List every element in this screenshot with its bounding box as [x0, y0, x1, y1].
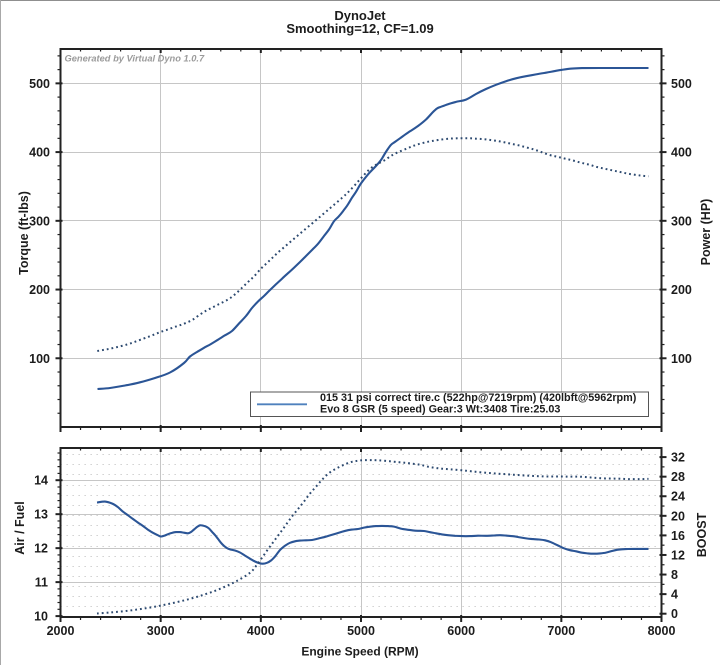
svg-text:Torque (ft-lbs): Torque (ft-lbs): [17, 191, 31, 275]
svg-text:8: 8: [671, 568, 678, 582]
svg-text:Air / Fuel: Air / Fuel: [13, 501, 27, 554]
svg-text:400: 400: [29, 146, 50, 160]
svg-text:Evo 8 GSR (5 speed) Gear:3 Wt:: Evo 8 GSR (5 speed) Gear:3 Wt:3408 Tire:…: [320, 404, 560, 416]
svg-text:015 31 psi correct tire.c (522: 015 31 psi correct tire.c (522hp@7219rpm…: [320, 392, 637, 404]
svg-text:4000: 4000: [247, 624, 275, 638]
svg-text:200: 200: [29, 283, 50, 297]
svg-text:Power (HP): Power (HP): [699, 199, 713, 266]
svg-text:400: 400: [671, 146, 692, 160]
svg-text:100: 100: [671, 352, 692, 366]
svg-text:100: 100: [29, 352, 50, 366]
svg-text:Generated by Virtual Dyno 1.0.: Generated by Virtual Dyno 1.0.7: [65, 54, 206, 64]
svg-text:20: 20: [671, 509, 685, 523]
svg-text:13: 13: [34, 508, 48, 522]
svg-text:12: 12: [34, 542, 48, 556]
svg-text:0: 0: [671, 607, 678, 621]
svg-text:10: 10: [34, 610, 48, 624]
svg-text:DynoJet: DynoJet: [334, 8, 386, 23]
svg-text:300: 300: [671, 214, 692, 228]
svg-text:2000: 2000: [47, 624, 75, 638]
svg-text:4: 4: [671, 588, 678, 602]
svg-text:500: 500: [671, 77, 692, 91]
svg-text:Engine Speed (RPM): Engine Speed (RPM): [301, 645, 418, 659]
svg-text:500: 500: [29, 77, 50, 91]
svg-text:Smoothing=12, CF=1.09: Smoothing=12, CF=1.09: [286, 21, 433, 36]
svg-text:200: 200: [671, 283, 692, 297]
svg-text:11: 11: [35, 576, 48, 590]
svg-text:28: 28: [671, 470, 685, 484]
svg-text:16: 16: [671, 529, 685, 543]
svg-text:6000: 6000: [447, 624, 475, 638]
svg-text:BOOST: BOOST: [695, 512, 709, 557]
svg-text:8000: 8000: [648, 624, 676, 638]
svg-text:7000: 7000: [547, 624, 575, 638]
svg-text:24: 24: [671, 490, 685, 504]
svg-text:14: 14: [34, 474, 48, 488]
svg-text:32: 32: [671, 451, 685, 465]
svg-text:3000: 3000: [147, 624, 175, 638]
svg-text:5000: 5000: [347, 624, 375, 638]
svg-text:12: 12: [671, 549, 685, 563]
svg-text:300: 300: [29, 214, 50, 228]
